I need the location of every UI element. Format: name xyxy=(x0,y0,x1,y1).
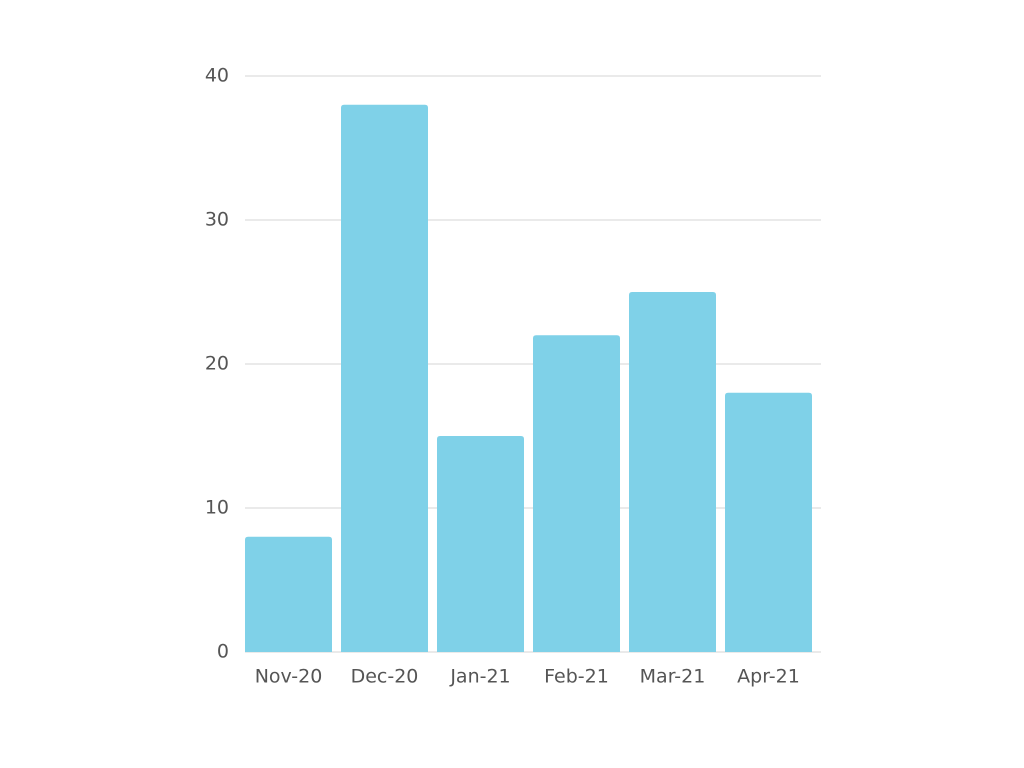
bar xyxy=(341,104,428,653)
y-tick-label: 40 xyxy=(205,65,229,87)
y-tick-label: 30 xyxy=(205,209,229,231)
y-tick-label: 10 xyxy=(205,497,229,519)
x-tick-label: Apr-21 xyxy=(737,666,800,688)
y-tick-label: 0 xyxy=(217,641,229,663)
x-tick-label: Nov-20 xyxy=(255,666,323,688)
bar xyxy=(245,536,332,652)
bar xyxy=(629,292,716,652)
bar xyxy=(533,335,620,652)
x-tick-label: Dec-20 xyxy=(351,666,419,688)
x-tick-label: Jan-21 xyxy=(449,666,510,688)
bar xyxy=(437,436,524,652)
y-tick-label: 20 xyxy=(205,353,229,375)
bar xyxy=(725,392,812,652)
x-tick-label: Mar-21 xyxy=(640,666,706,688)
x-tick-label: Feb-21 xyxy=(544,666,609,688)
